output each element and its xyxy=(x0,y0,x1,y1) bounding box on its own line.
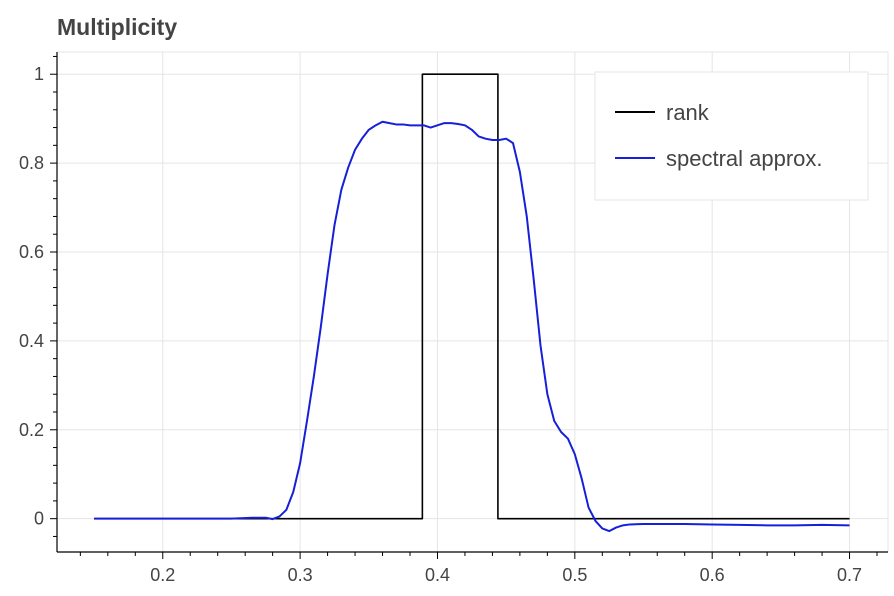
y-tick-label: 0.8 xyxy=(19,153,44,173)
x-tick-label: 0.6 xyxy=(700,565,725,585)
y-tick-label: 0.6 xyxy=(19,242,44,262)
legend-box xyxy=(594,71,869,201)
series-line xyxy=(94,73,850,520)
series-line xyxy=(94,120,850,533)
y-tick-label: 1 xyxy=(34,64,44,84)
x-tick-label: 0.4 xyxy=(425,565,450,585)
series-layer xyxy=(94,73,850,533)
legend-label: rank xyxy=(666,100,710,125)
y-tick-label: 0.4 xyxy=(19,331,44,351)
x-tick-label: 0.5 xyxy=(562,565,587,585)
x-tick-label: 0.2 xyxy=(150,565,175,585)
chart-title: Multiplicity xyxy=(57,14,178,40)
y-tick-label: 0.2 xyxy=(19,420,44,440)
legend: rank spectral approx. xyxy=(594,71,869,201)
y-tick-label: 0 xyxy=(34,509,44,529)
axes: 0.2 0.3 0.4 0.5 0.6 0.7 0 0.2 0.4 0.6 0.8 1 xyxy=(19,52,888,585)
x-tick-label: 0.7 xyxy=(837,565,862,585)
x-tick-label: 0.3 xyxy=(288,565,313,585)
legend-label: spectral approx. xyxy=(666,146,823,171)
